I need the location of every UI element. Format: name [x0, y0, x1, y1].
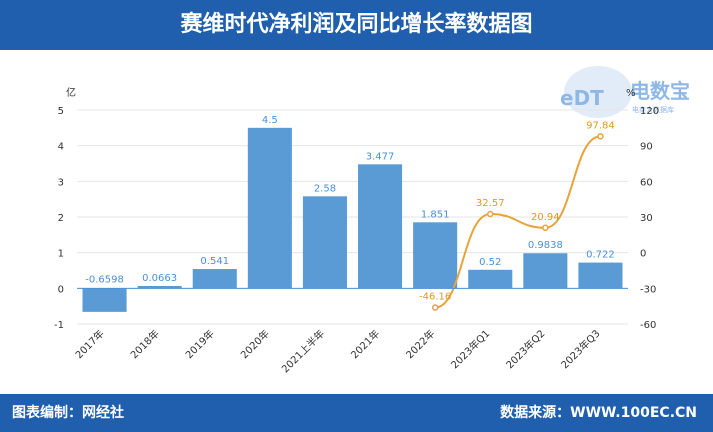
axes: 5 4 3 2 1 0 -1 120 90 60 30 0 -30 -60 2017年 2018年 2019年 2… [54, 106, 659, 375]
chart-title: 赛维时代净利润及同比增长率数据图 [0, 0, 713, 50]
x-tick-label: 2020年 [238, 327, 272, 361]
line-point [431, 304, 439, 311]
x-tick-label: 2022年 [403, 327, 437, 361]
line-data-label: 97.84 [586, 120, 615, 131]
y-tick-label-right: 90 [640, 142, 653, 153]
bar [302, 196, 347, 289]
bar-data-label: 2.58 [314, 183, 336, 194]
line-point [597, 133, 604, 140]
y-axis-label-right: % [626, 88, 636, 99]
bar-data-label: -0.6598 [85, 274, 124, 285]
footer-source: 数据来源：WWW.100EC.CN [500, 405, 697, 421]
bar [578, 262, 623, 289]
bar-data-label: 0.722 [586, 250, 615, 261]
grid [77, 109, 628, 325]
y-tick-label-right: 30 [640, 213, 653, 224]
line-data-label: 20.94 [531, 212, 560, 223]
bar [192, 269, 237, 289]
y-tick-label-left: 2 [58, 213, 64, 224]
bar [137, 285, 182, 289]
bar-data-label: 3.477 [366, 151, 395, 162]
line-point [542, 224, 549, 232]
growth-line [434, 135, 601, 309]
y-tick-label-left: 1 [58, 249, 64, 260]
logo: eDT 电数宝 电商大数据库 [560, 66, 690, 118]
line-data-label: 32.57 [476, 198, 505, 209]
x-tick-label: 2023年Q2 [503, 327, 547, 371]
y-tick-label-right: -60 [640, 320, 656, 331]
x-tick-label: 2019年 [183, 327, 217, 361]
line-data-label: -46.16 [419, 292, 451, 303]
footer: 图表编制：网经社 数据来源：WWW.100EC.CN [0, 394, 713, 432]
bar [247, 127, 292, 289]
bar-data-label: 0.9838 [528, 240, 563, 251]
bar-data-label: 0.541 [200, 256, 229, 267]
x-tick-label: 2018年 [128, 327, 162, 361]
bar-data-label: 0.52 [479, 257, 501, 268]
y-tick-label-left: -1 [54, 320, 64, 331]
y-tick-label-right: 60 [640, 177, 653, 188]
bar [468, 269, 513, 289]
bar-data-label: 0.0663 [142, 273, 177, 284]
bar-data-label: 4.5 [262, 115, 278, 126]
line-point [487, 210, 494, 218]
bars: -0.6598 0.0663 0.541 4.5 2.58 3.477 1.851 0.52 0… [82, 115, 623, 312]
y-tick-label-left: 0 [58, 284, 64, 295]
x-tick-label: 2017年 [72, 327, 106, 361]
y-tick-label-left: 4 [58, 142, 64, 153]
logo-subtext: 电商大数据库 [632, 105, 674, 114]
y-tick-label-right: 0 [640, 249, 646, 260]
bar [82, 288, 127, 312]
y-tick-label-left: 5 [58, 106, 64, 117]
y-tick-label-left: 3 [58, 177, 64, 188]
x-tick-label: 2023年Q1 [448, 327, 492, 371]
logo-text: 电数宝 [630, 79, 690, 103]
y-tick-label-right: -30 [640, 284, 656, 295]
y-tick-label-right: 120 [640, 106, 659, 117]
x-tick-label: 2021年 [348, 327, 382, 361]
bar [523, 253, 568, 289]
x-tick-label: 2021上半年 [279, 327, 327, 375]
chart-svg: eDT 电数宝 电商大数据库 亿 % -0.6598 0.0663 0.541 4.5… [54, 66, 690, 375]
logo-mark: eDT [560, 86, 604, 110]
x-tick-label: 2023年Q3 [558, 327, 602, 371]
footer-credit: 图表编制：网经社 [12, 405, 124, 421]
bar-data-label: 1.851 [421, 209, 450, 220]
line-series: -46.16 32.57 20.94 97.84 [419, 120, 615, 311]
y-axis-label-left: 亿 [66, 86, 76, 99]
bar [358, 164, 403, 289]
bar [413, 222, 458, 289]
